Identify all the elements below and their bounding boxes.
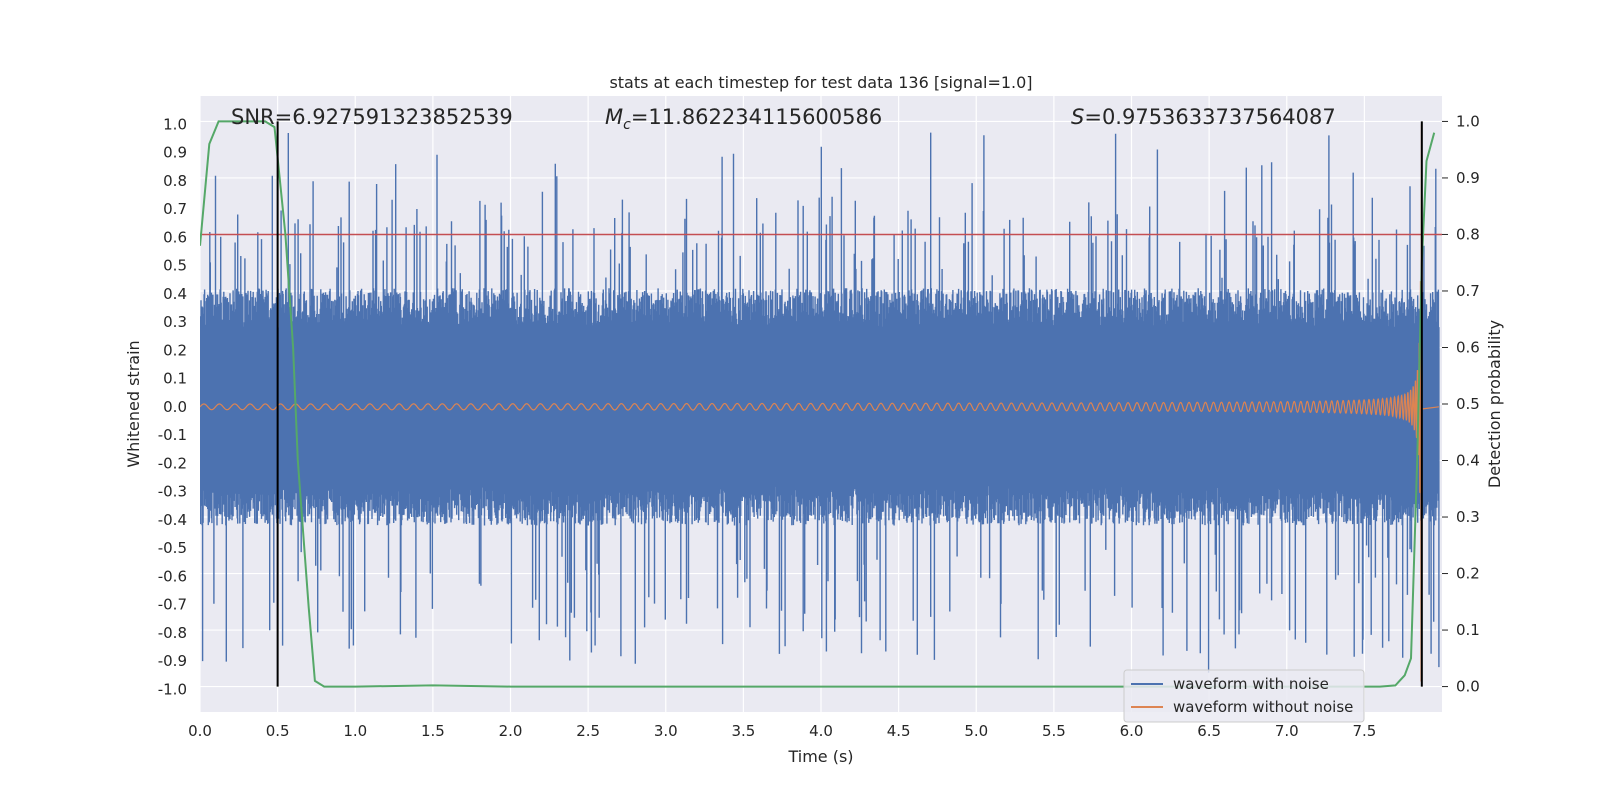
legend-label-noise: waveform with noise [1173, 675, 1329, 693]
x-tick-label: 4.5 [887, 722, 911, 740]
y-tick-label: -1.0 [158, 680, 187, 698]
y2-tick-label: 0.8 [1456, 225, 1480, 243]
series-layer [200, 120, 1442, 688]
y-tick-label: 0.8 [163, 172, 187, 190]
y-tick-label: 0.0 [163, 398, 187, 416]
y2-tick-label: 1.0 [1456, 112, 1480, 130]
y2-tick-label: 0.1 [1456, 621, 1480, 639]
x-tick-label: 3.0 [654, 722, 678, 740]
mc-symbol: M [605, 105, 623, 129]
y-tick-label: -0.5 [158, 539, 187, 557]
y-tick-label: -0.9 [158, 652, 187, 670]
y2-tick-label: 0.4 [1456, 452, 1480, 470]
y2-tick-label: 0.9 [1456, 169, 1480, 187]
snr-annotation: SNR=6.927591323852539 [231, 105, 513, 129]
y-tick-label: -0.4 [158, 511, 187, 529]
s-value: =0.9753633737564087 [1084, 105, 1335, 129]
y-tick-label: -0.6 [158, 567, 187, 585]
y2-tick-label: 0.6 [1456, 338, 1480, 356]
y2-tick-label: 0.5 [1456, 395, 1480, 413]
x-tick-label: 0.5 [266, 722, 290, 740]
axes: 0.0 0.5 1.0 1.5 2.0 2.5 3.0 3.5 4.0 4.5 5.0 5.5 6.0 6… [158, 112, 1480, 740]
y-tick-label: 1.0 [163, 115, 187, 133]
mc-annotation: Mc=11.862234115600586 [605, 105, 882, 133]
y-tick-label: -0.1 [158, 426, 187, 444]
x-tick-label: 2.0 [499, 722, 523, 740]
chart-title: stats at each timestep for test data 136… [609, 73, 1032, 92]
x-tick-label: 2.5 [576, 722, 600, 740]
markers [276, 121, 1423, 687]
y2-tick-label: 0.0 [1456, 678, 1480, 696]
x-tick-label: 6.5 [1197, 722, 1221, 740]
x-tick-label: 7.0 [1275, 722, 1299, 740]
x-tick-label: 0.0 [188, 722, 212, 740]
y2-tick-label: 0.3 [1456, 508, 1480, 526]
y-axis-label: Whitened strain [124, 340, 143, 467]
mc-value: =11.862234115600586 [631, 105, 882, 129]
s-symbol: S [1071, 105, 1084, 129]
x-axis-label: Time (s) [787, 747, 853, 766]
x-tick-label: 6.0 [1120, 722, 1144, 740]
y2-axis-label: Detection probability [1485, 320, 1504, 488]
y-tick-label: -0.3 [158, 483, 187, 501]
x-tick-label: 1.0 [343, 722, 367, 740]
mc-subscript: c [623, 117, 631, 133]
x-tick-label: 5.5 [1042, 722, 1066, 740]
y-tick-label: 0.6 [163, 228, 187, 246]
y-tick-label: 0.9 [163, 144, 187, 162]
legend: waveform with noise waveform without noi… [1123, 669, 1365, 723]
y2-tick-label: 0.7 [1456, 282, 1480, 300]
y-tick-label: -0.8 [158, 624, 187, 642]
x-tick-label: 5.0 [964, 722, 988, 740]
x-tick-label: 1.5 [421, 722, 445, 740]
y-tick-label: 0.5 [163, 257, 187, 275]
legend-box [1123, 669, 1365, 723]
y-tick-label: -0.7 [158, 596, 187, 614]
y2-tick-label: 0.2 [1456, 565, 1480, 583]
series-detection-probability [200, 120, 1436, 688]
legend-label-clean: waveform without noise [1173, 698, 1353, 716]
y-tick-label: -0.2 [158, 454, 187, 472]
x-tick-label: 7.5 [1352, 722, 1376, 740]
s-annotation: S=0.9753633737564087 [1071, 105, 1336, 129]
y-tick-label: 0.3 [163, 313, 187, 331]
y-tick-label: 0.7 [163, 200, 187, 218]
x-tick-label: 3.5 [731, 722, 755, 740]
y-tick-label: 0.1 [163, 370, 187, 388]
y-tick-label: 0.4 [163, 285, 187, 303]
y-tick-label: 0.2 [163, 341, 187, 359]
series-waveform-without-noise [200, 124, 1439, 682]
x-tick-label: 4.0 [809, 722, 833, 740]
